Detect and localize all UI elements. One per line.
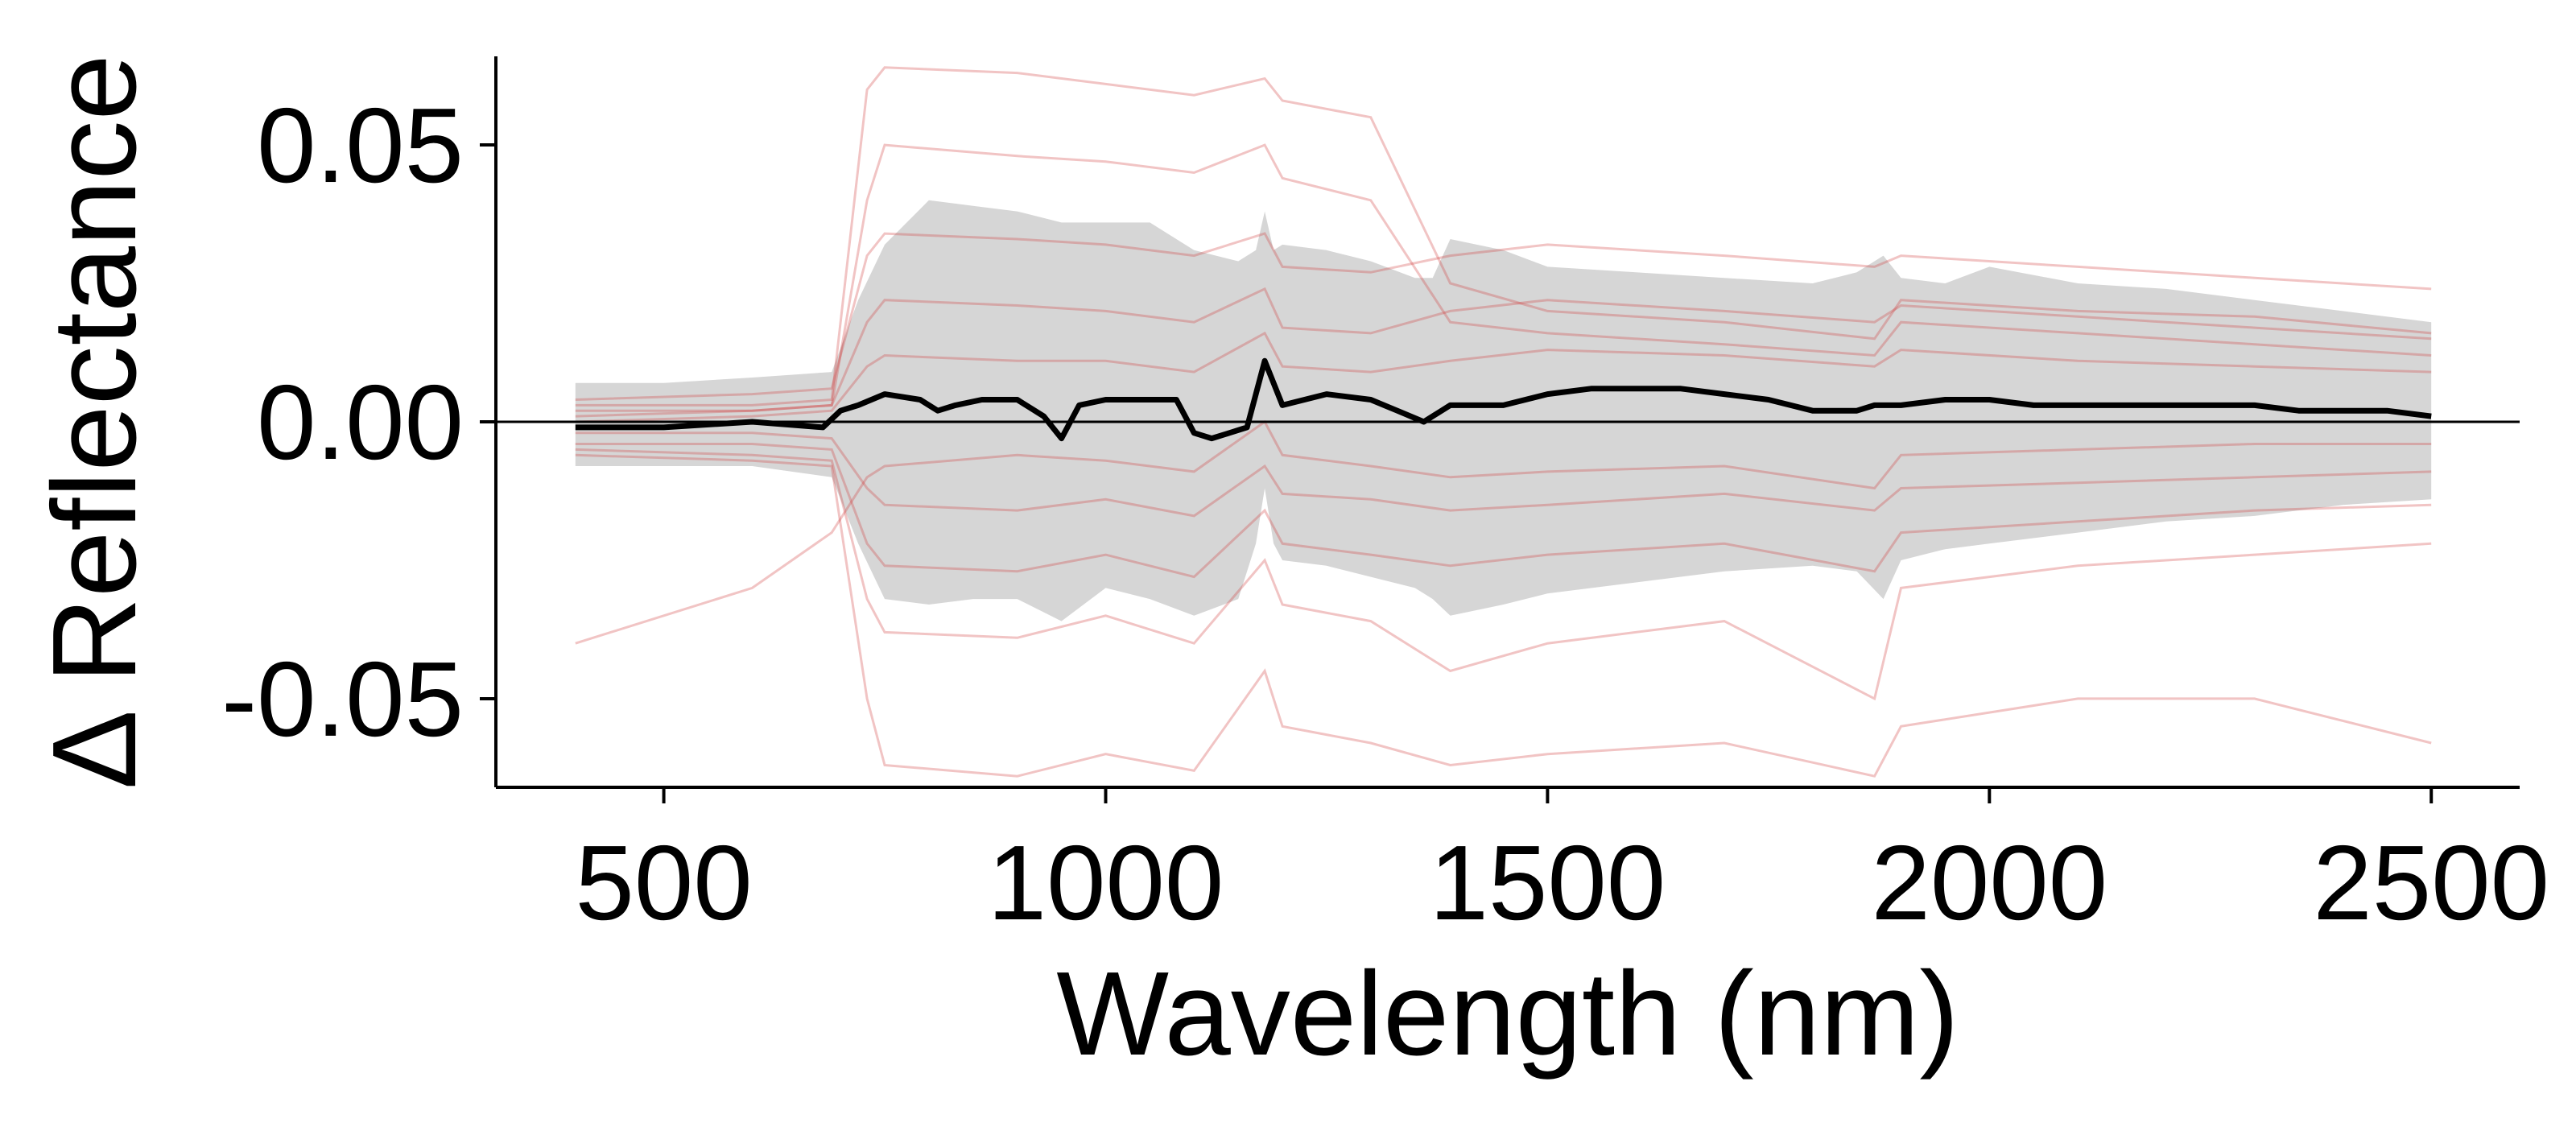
individual-series-line bbox=[575, 419, 2432, 645]
plot-area bbox=[496, 66, 2520, 778]
x-tick-label: 2500 bbox=[2313, 824, 2549, 942]
individual-series-line bbox=[575, 448, 2432, 701]
y-tick-label: 0.00 bbox=[257, 363, 464, 481]
individual-series-line bbox=[575, 66, 2432, 407]
individual-series-line bbox=[575, 453, 2432, 778]
individual-series-line bbox=[575, 232, 2432, 401]
x-axis-ticks: 500 1000 1500 2000 2500 bbox=[575, 787, 2549, 942]
individual-series-line bbox=[575, 431, 2432, 518]
x-tick-label: 1000 bbox=[988, 824, 1224, 942]
individual-series-group bbox=[575, 66, 2432, 778]
x-tick-label: 1500 bbox=[1430, 824, 1666, 942]
individual-series-line bbox=[575, 331, 2432, 423]
y-axis-ticks: 0.05 0.00 -0.05 bbox=[221, 86, 496, 758]
individual-series-line bbox=[575, 287, 2432, 412]
y-axis-title: Δ Reflectance bbox=[28, 54, 161, 789]
individual-series-line bbox=[575, 443, 2432, 579]
individual-series-line bbox=[575, 143, 2432, 418]
mean-series-line bbox=[575, 357, 2432, 442]
y-tick-label: 0.05 bbox=[257, 86, 464, 204]
spread-band bbox=[575, 200, 2432, 621]
y-tick-label: -0.05 bbox=[221, 640, 464, 758]
x-axis-title: Wavelength (nm) bbox=[1056, 947, 1959, 1080]
x-tick-label: 500 bbox=[575, 824, 752, 942]
x-tick-label: 2000 bbox=[1871, 824, 2107, 942]
